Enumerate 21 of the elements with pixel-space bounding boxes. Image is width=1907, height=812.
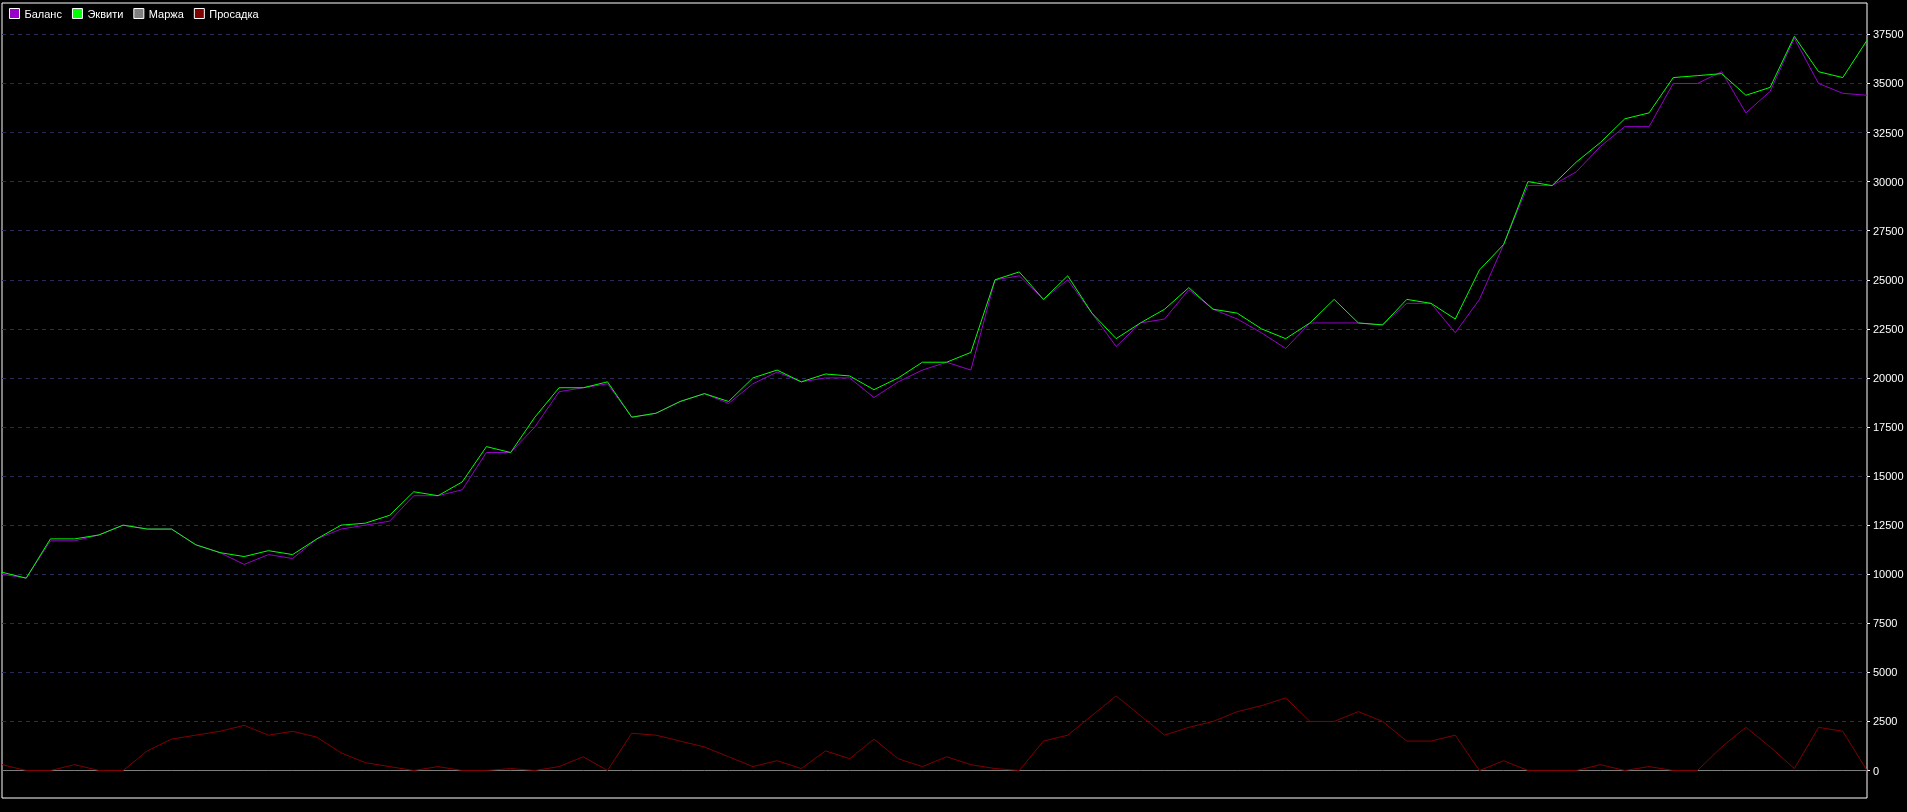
legend-label: Маржа xyxy=(148,7,185,20)
line-series xyxy=(1,695,1868,772)
y-tick-label: 7500 xyxy=(1873,617,1898,630)
y-tick-label: 37500 xyxy=(1873,28,1904,41)
y-tick-label: 22500 xyxy=(1873,322,1904,335)
y-tick-label: 25000 xyxy=(1873,273,1904,286)
y-tick-label: 32500 xyxy=(1873,126,1904,139)
y-tick-label: 10000 xyxy=(1873,568,1904,581)
y-tick-label: 17500 xyxy=(1873,421,1904,433)
y-tick-label: 0 xyxy=(1873,764,1880,777)
y-tick-label: 20000 xyxy=(1873,371,1904,384)
y-tick-label: 15000 xyxy=(1873,470,1904,483)
legend-label: Баланс xyxy=(24,7,63,20)
y-tick-label: 27500 xyxy=(1873,224,1904,237)
y-tick-label: 12500 xyxy=(1873,519,1904,532)
legend-label: Эквити xyxy=(87,7,124,20)
legend-label: Просадка xyxy=(209,7,260,20)
y-tick-label: 35000 xyxy=(1873,77,1904,90)
y-tick-label: 5000 xyxy=(1873,666,1898,679)
y-tick-label: 2500 xyxy=(1873,715,1898,728)
y-tick-label: 30000 xyxy=(1873,175,1904,188)
